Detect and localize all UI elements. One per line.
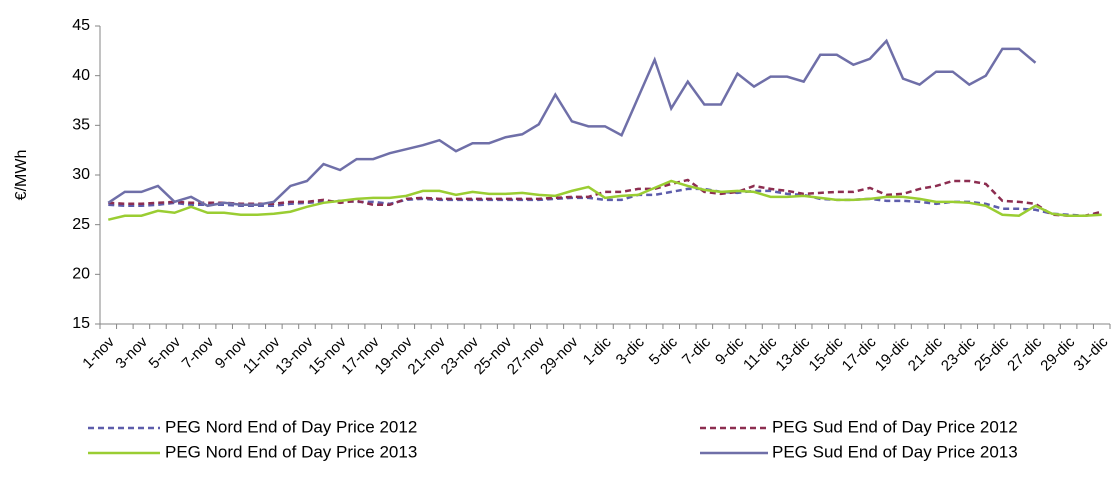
x-tick-label: 11-dic: [740, 333, 780, 373]
y-tick-label: 35: [72, 117, 90, 134]
x-tick-label: 7-dic: [679, 333, 714, 368]
x-tick-label: 31-dic: [1070, 333, 1111, 374]
y-tick-label: 25: [72, 216, 90, 233]
x-tick-label: 1-nov: [79, 333, 118, 372]
x-tick-label: 5-nov: [146, 333, 185, 372]
x-tick-label: 3-dic: [613, 333, 648, 368]
legend-label: PEG Nord End of Day Price 2012: [165, 417, 417, 436]
x-tick-label: 5-dic: [646, 333, 681, 368]
x-tick-label: 25-dic: [971, 333, 1012, 374]
legend-label: PEG Nord End of Day Price 2013: [165, 442, 417, 461]
series-line: [108, 178, 1103, 217]
x-tick-label: 19-dic: [872, 333, 913, 374]
series-line: [107, 38, 1037, 208]
y-tick-label: 30: [72, 166, 90, 183]
legend-label: PEG Sud End of Day Price 2012: [772, 417, 1018, 436]
y-tick-label: 20: [72, 266, 90, 283]
x-tick-label: 21-dic: [905, 333, 946, 374]
x-tick-label: 27-dic: [1004, 333, 1045, 374]
y-tick-label: 40: [72, 67, 90, 84]
series-line: [108, 187, 1102, 217]
x-tick-label: 3-nov: [112, 333, 151, 372]
x-tick-label: 29-nov: [537, 333, 582, 378]
x-tick-label: 1-dic: [580, 333, 615, 368]
x-tick-label: 23-dic: [938, 333, 979, 374]
x-tick-label: 29-dic: [1037, 333, 1078, 374]
x-tick-label: 7-nov: [179, 333, 218, 372]
x-tick-label: 13-dic: [772, 333, 813, 374]
y-axis-label: €/MWh: [13, 150, 30, 201]
x-tick-label: 17-dic: [839, 333, 880, 374]
y-tick-label: 45: [72, 17, 90, 34]
series-line: [107, 179, 1102, 221]
legend-label: PEG Sud End of Day Price 2013: [772, 442, 1018, 461]
x-tick-label: 15-dic: [806, 333, 847, 374]
y-tick-label: 15: [72, 315, 90, 332]
